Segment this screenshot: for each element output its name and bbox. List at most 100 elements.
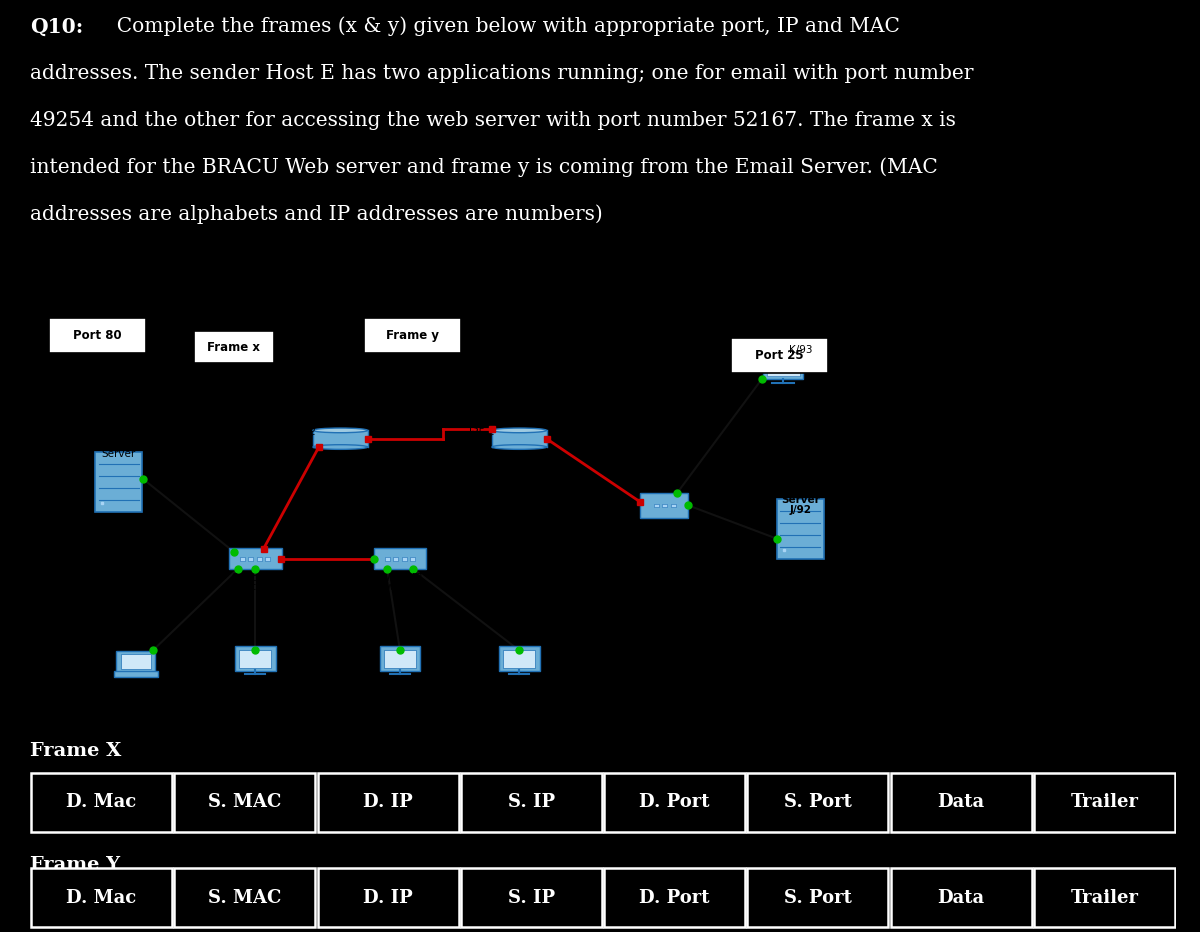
- FancyBboxPatch shape: [384, 650, 415, 667]
- Text: Hub-PT: Hub-PT: [646, 522, 683, 532]
- FancyBboxPatch shape: [1034, 774, 1175, 831]
- Text: Hub0: Hub0: [650, 532, 678, 541]
- Text: S. MAC: S. MAC: [208, 888, 282, 907]
- Text: E/24: E/24: [508, 685, 530, 695]
- FancyBboxPatch shape: [731, 337, 828, 374]
- Text: S. Port: S. Port: [784, 888, 852, 907]
- Text: Complete the frames (x & y) given below with appropriate port, IP and MAC: Complete the frames (x & y) given below …: [104, 17, 900, 36]
- FancyBboxPatch shape: [604, 774, 745, 831]
- Text: J/92: J/92: [790, 505, 811, 515]
- Text: S. MAC: S. MAC: [208, 793, 282, 812]
- Text: Q10:: Q10:: [30, 17, 83, 36]
- Text: F/25: F/25: [320, 459, 343, 469]
- FancyBboxPatch shape: [193, 331, 274, 363]
- Text: Switch-PT: Switch-PT: [376, 573, 424, 583]
- Text: D. Port: D. Port: [640, 793, 710, 812]
- Text: Q10:  Complete the frames (x & y) given below with appropriate port, IP and MAC: Q10: Complete the frames (x & y) given b…: [30, 17, 875, 36]
- FancyBboxPatch shape: [604, 869, 745, 926]
- Text: D. IP: D. IP: [364, 888, 413, 907]
- FancyBboxPatch shape: [31, 869, 172, 926]
- Text: S. IP: S. IP: [508, 793, 554, 812]
- Bar: [265, 556, 270, 560]
- FancyBboxPatch shape: [239, 650, 271, 667]
- Bar: [248, 556, 253, 560]
- Text: S. IP: S. IP: [508, 888, 554, 907]
- Bar: [671, 503, 676, 507]
- Text: D. Port: D. Port: [640, 888, 710, 907]
- Bar: [492, 431, 546, 447]
- FancyBboxPatch shape: [235, 646, 276, 671]
- FancyBboxPatch shape: [379, 646, 420, 671]
- FancyBboxPatch shape: [890, 774, 1032, 831]
- Ellipse shape: [313, 428, 367, 432]
- Text: K/93: K/93: [788, 346, 812, 355]
- Bar: [313, 431, 367, 447]
- FancyBboxPatch shape: [229, 548, 282, 569]
- FancyBboxPatch shape: [318, 774, 458, 831]
- Text: BRACU: BRACU: [280, 424, 316, 433]
- Text: H/52: H/52: [503, 462, 527, 472]
- FancyBboxPatch shape: [49, 318, 146, 353]
- Text: Data: Data: [937, 888, 985, 907]
- Text: Port 80: Port 80: [73, 329, 122, 342]
- Text: Frame Y: Frame Y: [30, 857, 120, 874]
- Text: Port 25: Port 25: [755, 349, 804, 362]
- Text: BRACU Web: BRACU Web: [88, 439, 150, 449]
- Text: A/20: A/20: [98, 522, 122, 532]
- Text: S. Port: S. Port: [784, 793, 852, 812]
- Text: Switch1: Switch1: [380, 582, 419, 592]
- Bar: [257, 556, 262, 560]
- Bar: [394, 556, 398, 560]
- FancyBboxPatch shape: [120, 654, 151, 669]
- Ellipse shape: [313, 445, 367, 449]
- FancyBboxPatch shape: [776, 499, 824, 558]
- FancyBboxPatch shape: [461, 774, 602, 831]
- Text: addresses are alphabets and IP addresses are numbers): addresses are alphabets and IP addresses…: [30, 204, 602, 224]
- Text: Sender: Sender: [500, 695, 538, 705]
- Text: ISP: ISP: [469, 424, 485, 433]
- Text: Frame x: Frame x: [208, 341, 260, 353]
- Text: Frame X: Frame X: [30, 742, 121, 760]
- Text: C/22: C/22: [244, 685, 268, 695]
- Bar: [385, 556, 390, 560]
- FancyBboxPatch shape: [748, 869, 888, 926]
- FancyBboxPatch shape: [114, 671, 157, 678]
- FancyBboxPatch shape: [174, 869, 316, 926]
- FancyBboxPatch shape: [461, 869, 602, 926]
- Text: Switch-PT: Switch-PT: [232, 573, 278, 583]
- Text: Data: Data: [937, 793, 985, 812]
- Text: Frame y: Frame y: [386, 329, 439, 342]
- FancyBboxPatch shape: [174, 774, 316, 831]
- FancyBboxPatch shape: [748, 774, 888, 831]
- Bar: [402, 556, 407, 560]
- Bar: [662, 503, 667, 507]
- Text: intended for the BRACU Web server and frame y is coming from the Email Server. (: intended for the BRACU Web server and fr…: [30, 158, 937, 177]
- FancyBboxPatch shape: [95, 452, 143, 512]
- FancyBboxPatch shape: [763, 351, 803, 379]
- Text: D. Mac: D. Mac: [66, 793, 137, 812]
- Text: Trailer: Trailer: [1070, 888, 1139, 907]
- Text: Trailer: Trailer: [1070, 793, 1139, 812]
- Text: Server: Server: [102, 448, 136, 459]
- Bar: [410, 556, 415, 560]
- Text: Router: Router: [281, 432, 314, 443]
- FancyBboxPatch shape: [640, 493, 689, 517]
- Text: Email: Email: [785, 486, 816, 495]
- Text: 49254 and the other for accessing the web server with port number 52167. The fra: 49254 and the other for accessing the we…: [30, 111, 956, 130]
- Ellipse shape: [492, 428, 546, 432]
- FancyBboxPatch shape: [499, 646, 540, 671]
- Text: I/91: I/91: [550, 427, 569, 437]
- Text: D. Mac: D. Mac: [66, 888, 137, 907]
- FancyBboxPatch shape: [318, 869, 458, 926]
- FancyBboxPatch shape: [373, 548, 426, 569]
- FancyBboxPatch shape: [116, 651, 156, 672]
- FancyBboxPatch shape: [767, 355, 800, 377]
- FancyBboxPatch shape: [504, 650, 535, 667]
- Text: Switch0: Switch0: [236, 582, 275, 592]
- FancyBboxPatch shape: [1034, 869, 1175, 926]
- Text: B/21: B/21: [115, 685, 139, 695]
- FancyBboxPatch shape: [890, 869, 1032, 926]
- FancyBboxPatch shape: [364, 318, 461, 353]
- Text: addresses. The sender Host E has two applications running; one for email with po: addresses. The sender Host E has two app…: [30, 63, 973, 83]
- Text: Server: Server: [781, 495, 820, 505]
